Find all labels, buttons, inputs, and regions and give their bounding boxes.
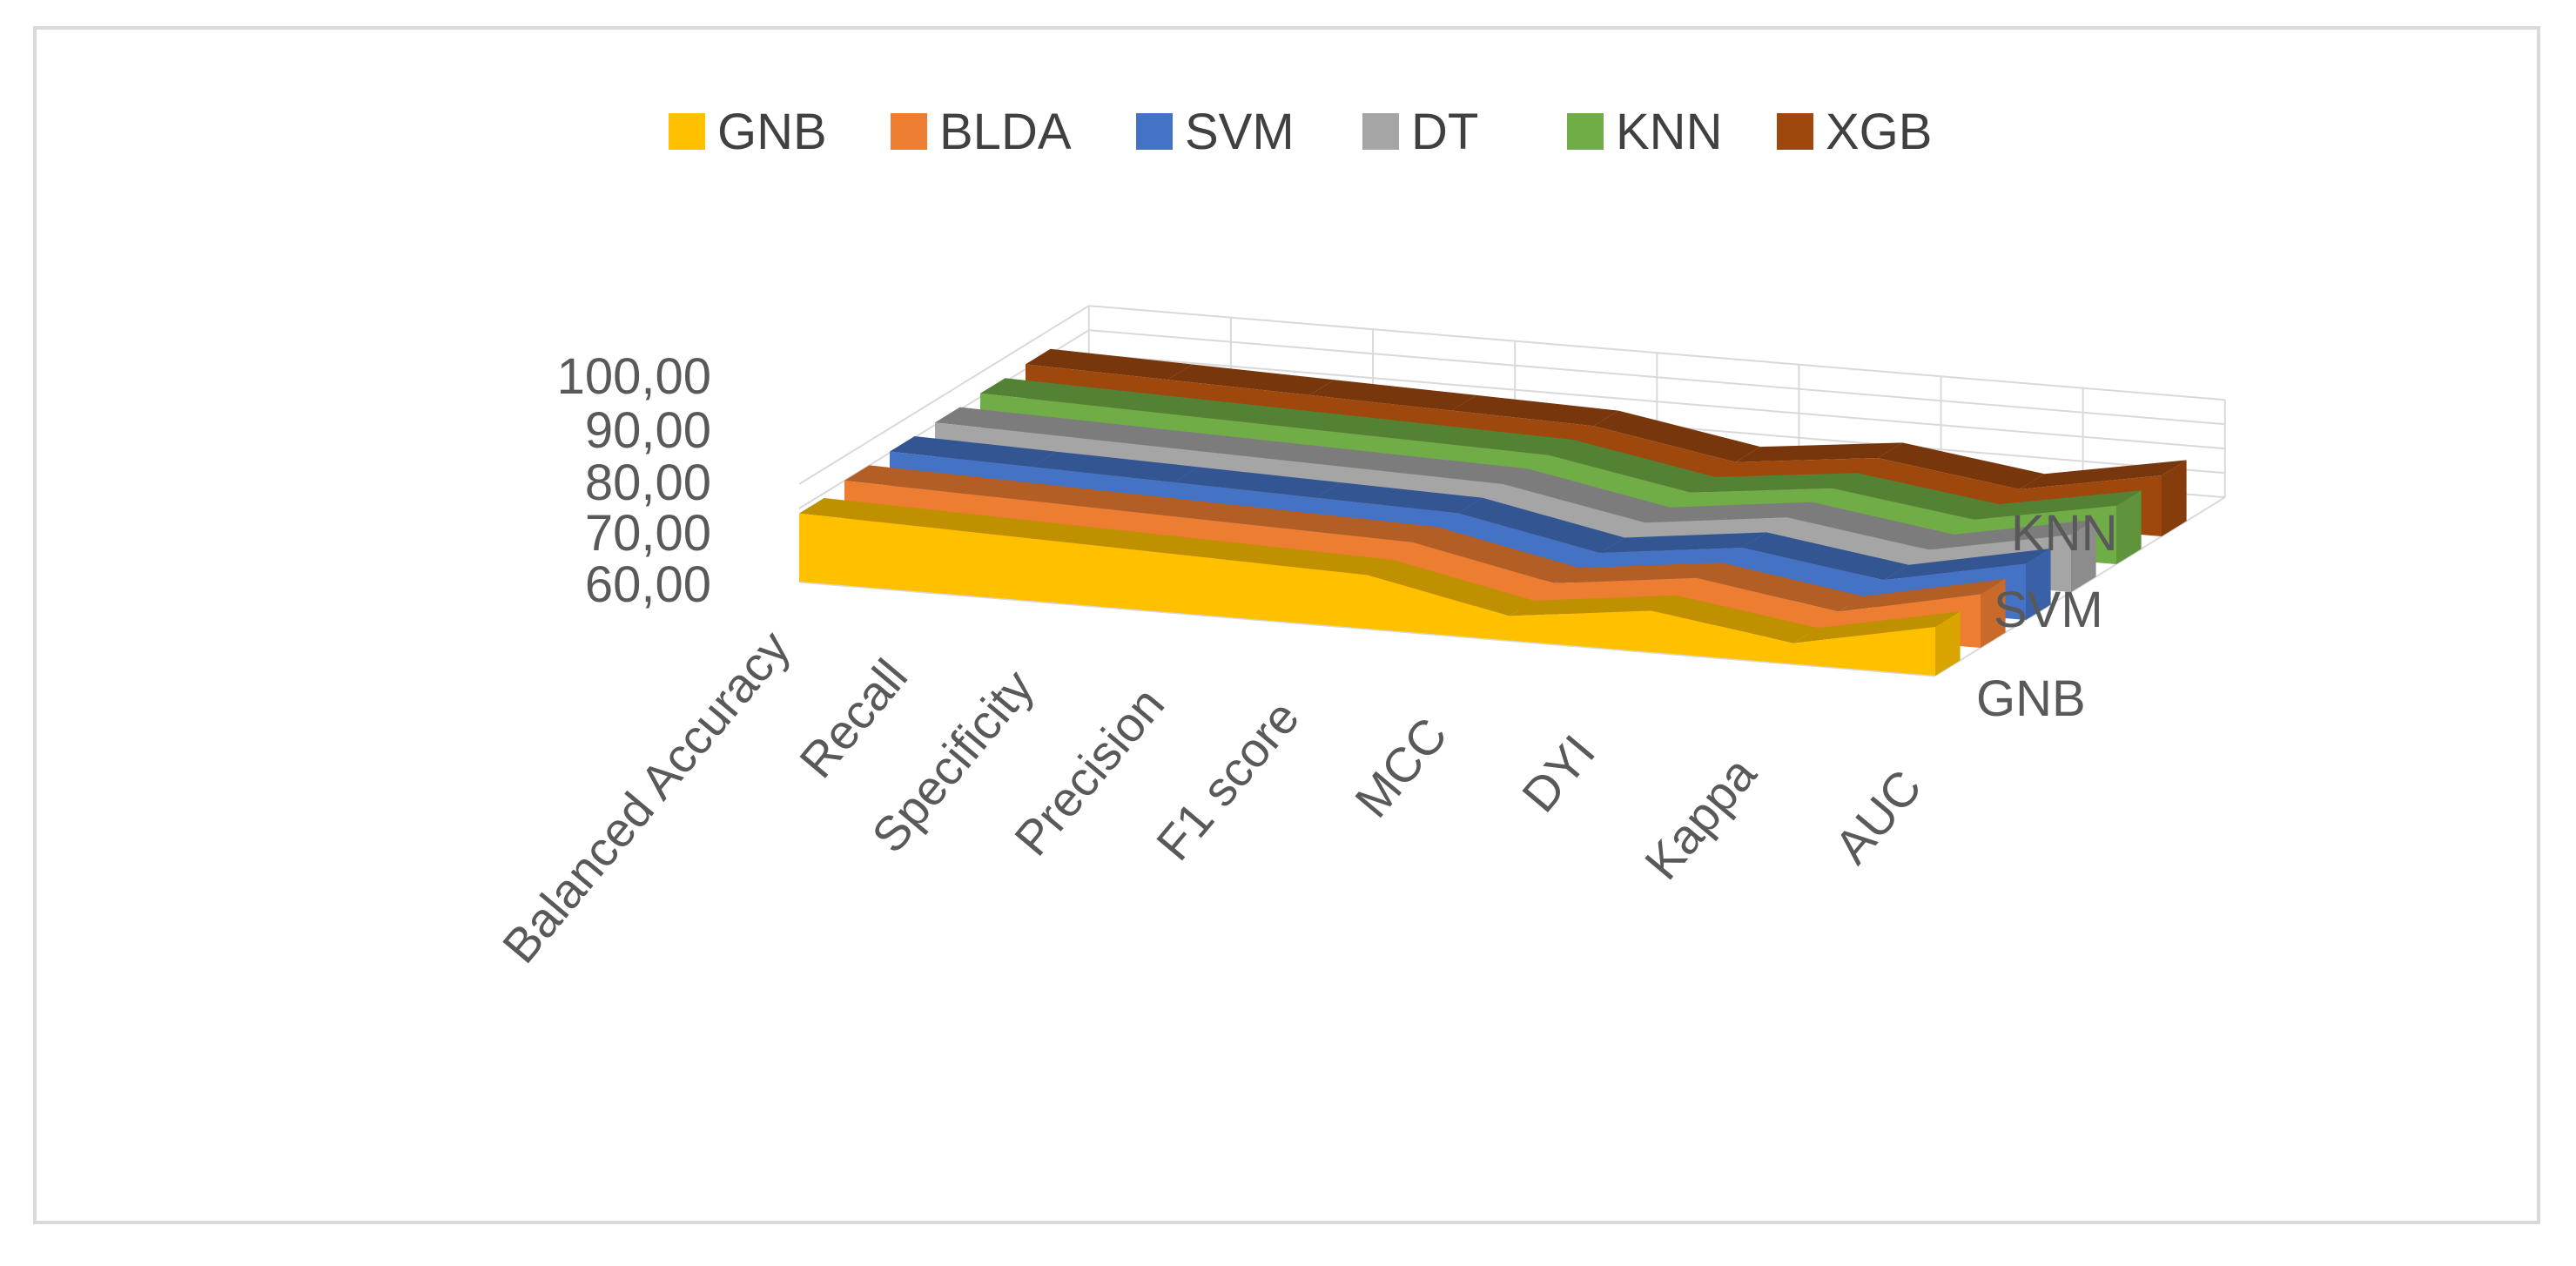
depth-label: GNB (1976, 670, 2086, 727)
series-knn-side (2116, 490, 2142, 564)
y-tick-label: 100,00 (557, 348, 711, 405)
chart-frame (33, 26, 2540, 1224)
legend-swatch (1136, 113, 1173, 150)
legend-label: GNB (717, 104, 827, 160)
series-dt-side (2071, 519, 2096, 592)
series-dt-top-segment (1503, 468, 1671, 523)
category-label: MCC (1344, 707, 1457, 827)
y-tick-label: 90,00 (585, 402, 711, 459)
series-xgb-top-segment (1309, 380, 1476, 411)
legend-item-xgb: XGB (1777, 104, 1933, 160)
series-dt-top-segment (1928, 519, 2096, 550)
legend-item-svm: SVM (1136, 104, 1295, 160)
series-knn-top-segment (1406, 424, 1574, 455)
depth-label: SVM (1994, 582, 2103, 638)
legend-item-gnb: GNB (669, 104, 827, 160)
series-knn-top-segment (1690, 473, 1858, 493)
series-blda-top-segment (1270, 511, 1438, 542)
series-svm-top-segment (1741, 532, 1909, 581)
series-xgb-top-segment (1593, 410, 1761, 462)
series-blda-top-segment (1128, 495, 1295, 528)
category-labels: Balanced AccuracyRecallSpecificityPrecis… (492, 620, 1932, 973)
series-gnb-top-segment (1792, 611, 1961, 643)
legend-swatch (669, 113, 705, 150)
series-dt-top-segment (935, 407, 1102, 438)
legend-item-blda: BLDA (891, 104, 1072, 160)
legend: GNB BLDA SVM DT KNN XGB (669, 104, 1933, 160)
legend-swatch (891, 113, 927, 150)
legend-swatch (1777, 113, 1813, 150)
legend-label: BLDA (939, 104, 1072, 160)
legend-item-dt: DT (1362, 104, 1478, 160)
series-dt-top-segment (1361, 453, 1529, 484)
legend-label: KNN (1616, 104, 1722, 160)
series-gnb-top-segment (1225, 544, 1393, 576)
series-svm-top-segment (890, 436, 1057, 468)
gridline-side (798, 305, 1090, 485)
category-label: Balanced Accuracy (492, 620, 800, 973)
series-knn-top-segment (980, 378, 1147, 409)
category-label: AUC (1824, 759, 1932, 873)
series-gnb-top-segment (1651, 595, 1819, 643)
depth-label: KNN (2011, 505, 2117, 562)
series-blda-side (1981, 578, 2006, 648)
series-xgb-top-segment (1451, 394, 1619, 427)
series-gnb-front (799, 513, 1935, 676)
legend-label: XGB (1826, 104, 1933, 160)
series-dt-top-segment (1077, 422, 1244, 454)
legend-item-knn: KNN (1567, 104, 1722, 160)
category-label: Recall (789, 649, 918, 788)
series-xgb-top-segment (1026, 348, 1193, 380)
series-svm-top-segment (1032, 451, 1199, 482)
category-label: DYI (1511, 724, 1605, 822)
series-knn-top-segment (1832, 473, 2000, 520)
legend-label: SVM (1185, 104, 1295, 160)
series-xgb-top-segment (1167, 364, 1335, 395)
series-svm-top-segment (1315, 482, 1483, 514)
series-blda-top-segment (1838, 578, 2006, 612)
series-svm-top-segment (1883, 549, 2051, 581)
series-gnb-side (1935, 611, 1961, 676)
series-dt-top-segment (1219, 438, 1386, 469)
series-xgb-side (2162, 460, 2187, 536)
series-knn-top-segment (1548, 440, 1716, 493)
y-tick-label: 60,00 (585, 556, 711, 613)
series-blda-top-segment (986, 481, 1153, 512)
series-blda-top-segment (844, 465, 1012, 496)
series-dt-top-segment (1786, 502, 1954, 550)
series-gnb-top-segment (799, 498, 966, 529)
series-gnb-top-segment (1367, 559, 1535, 616)
series-svm-side (2026, 549, 2051, 620)
series-blda-top-segment (1554, 562, 1722, 583)
series-gnb-area (799, 498, 1961, 676)
series-svm-top-segment (1457, 497, 1625, 554)
series-svm-top-segment (1174, 467, 1341, 498)
series-xgb-top-segment (2019, 460, 2187, 489)
series-gnb-top-segment (941, 513, 1108, 544)
series-svm-top-segment (1599, 532, 1767, 554)
series-xgb-top-segment (1877, 442, 2045, 489)
depth-labels: GNB SVM KNN (1976, 505, 2117, 727)
series-gnb-top-segment (1509, 595, 1677, 616)
series-knn-top-segment (1974, 490, 2142, 520)
category-label: Kappa (1634, 746, 1767, 890)
series-gnb-top-segment (1083, 529, 1250, 560)
series-xgb-top-segment (1735, 442, 1903, 462)
legend-swatch (1362, 113, 1399, 150)
legend-swatch (1567, 113, 1604, 150)
series-knn-top-segment (1122, 393, 1289, 425)
series-blda-top-segment (1412, 527, 1580, 583)
series-blda-top-segment (1696, 562, 1864, 612)
legend-label: DT (1411, 104, 1478, 160)
y-tick-label: 80,00 (585, 455, 711, 511)
y-tick-label: 70,00 (585, 505, 711, 562)
series-knn-top-segment (1264, 408, 1431, 440)
series-dt-top-segment (1644, 502, 1813, 523)
